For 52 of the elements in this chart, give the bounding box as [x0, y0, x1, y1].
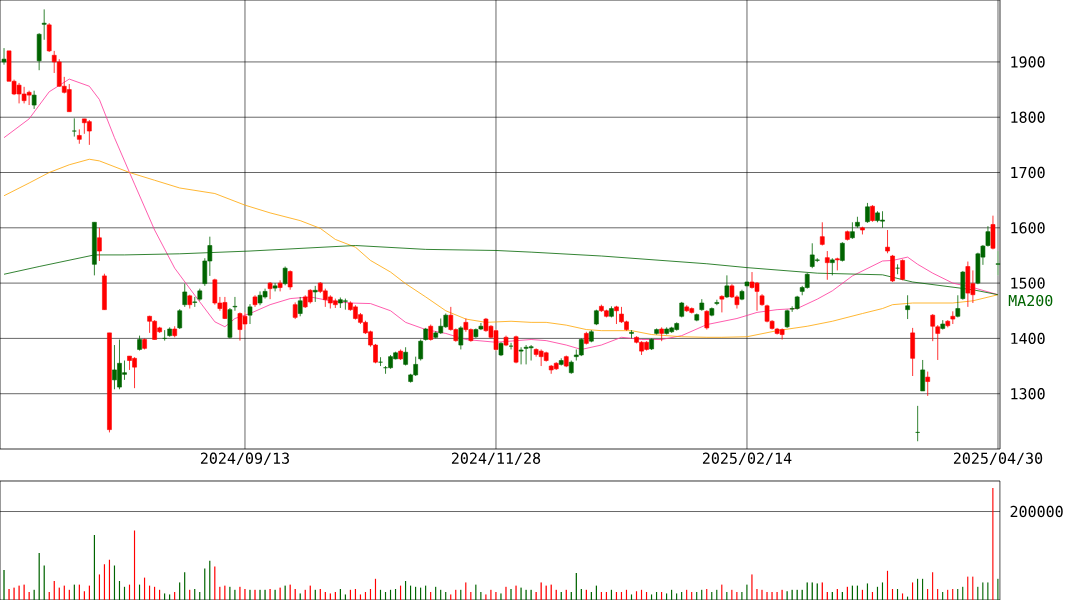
candlestick	[272, 282, 278, 292]
candlestick	[71, 117, 77, 137]
candlestick	[819, 221, 825, 246]
y-tick-label: 1700	[1011, 166, 1045, 179]
candlestick	[835, 257, 840, 271]
y-tick-label: 1500	[1011, 277, 1045, 289]
candlestick	[930, 313, 936, 342]
x-tick-label: 2025/02/14	[702, 452, 792, 466]
x-tick-label: 2024/11/28	[451, 452, 541, 466]
candlestick	[865, 202, 870, 224]
candlestick	[192, 296, 198, 308]
y-tick-label: 1300	[1011, 388, 1045, 400]
candlestick	[312, 285, 318, 303]
candlestick	[840, 241, 845, 262]
candlestick	[458, 325, 464, 350]
y-tick-label: 1800	[1011, 111, 1045, 123]
candlestick	[704, 309, 710, 330]
candlestick	[990, 215, 996, 250]
y-tick-label: 1400	[1011, 332, 1045, 345]
line-series	[3, 158, 999, 338]
candlestick	[925, 371, 931, 397]
candlestick	[418, 339, 423, 361]
candlestick	[97, 227, 102, 262]
candlestick	[267, 281, 273, 300]
candlestick	[297, 296, 303, 317]
candlestick	[885, 229, 890, 254]
candlestick	[66, 83, 72, 113]
x-tick-label: 2024/09/13	[200, 452, 289, 466]
candlestick	[277, 279, 283, 292]
series-label: MA200	[1008, 294, 1053, 307]
x-tick-label: 2025/04/30	[953, 452, 1043, 466]
candlestick	[182, 283, 188, 308]
candlestick	[508, 342, 514, 350]
candlestick	[1, 47, 7, 66]
candlestick	[905, 294, 910, 320]
line-series	[3, 78, 999, 350]
candlestick	[719, 294, 725, 313]
candlestick	[830, 257, 835, 276]
candlestick	[714, 299, 720, 306]
candlestick	[950, 310, 956, 325]
y-tick-label: 200000	[1010, 505, 1063, 518]
candlestick	[282, 266, 288, 286]
y-tick-label: 1900	[1011, 56, 1045, 68]
candlestick	[403, 346, 408, 366]
candlestick	[824, 250, 830, 281]
candlestick	[31, 90, 37, 110]
candlestick	[247, 303, 253, 325]
candlestick	[41, 8, 47, 41]
y-tick-label: 1600	[1011, 222, 1045, 234]
candlestick	[920, 359, 925, 392]
candlestick	[995, 250, 1001, 276]
candlestick	[287, 269, 293, 291]
